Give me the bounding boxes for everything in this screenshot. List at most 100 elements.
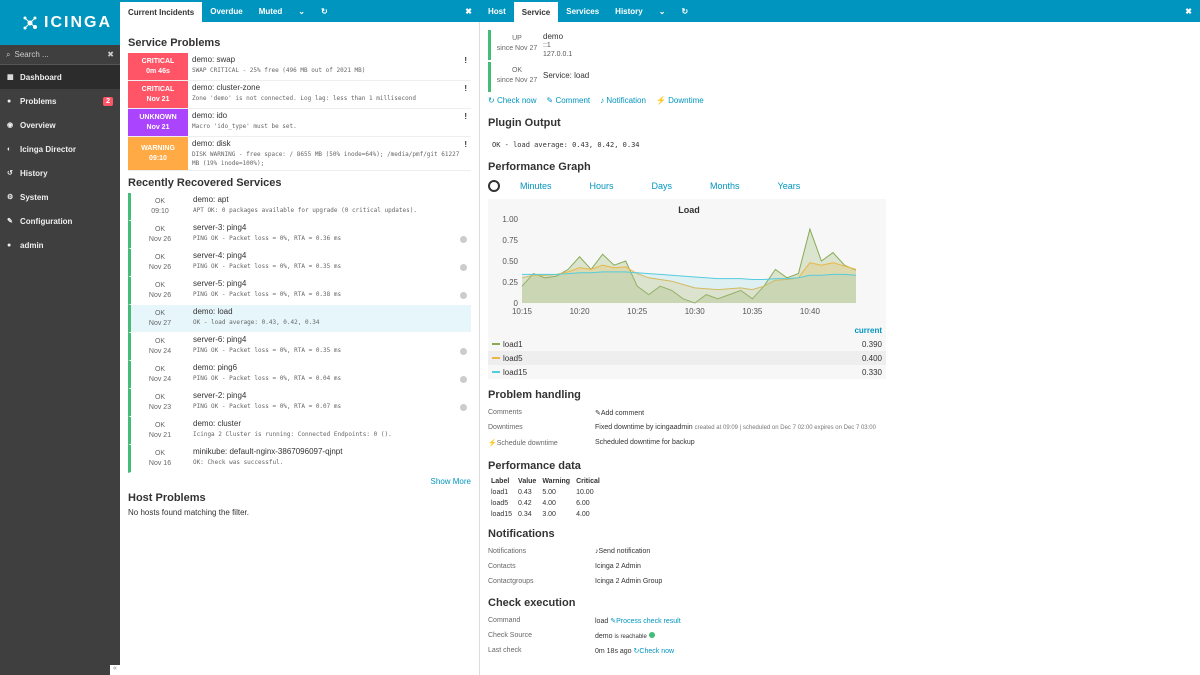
range-hours[interactable]: Hours (589, 181, 614, 191)
perfdata-cell: 5.00 (542, 489, 556, 496)
schedule-downtime-link[interactable]: ⚡Schedule downtime (488, 439, 595, 447)
load-chart-svg: Load 0 0.25 0.50 0.75 1.00 10:15 10:20 10:25 10:3… (502, 205, 857, 316)
dashboard-icon: ▦ (7, 74, 14, 81)
graph-icon[interactable] (460, 376, 467, 383)
service-name: demo: cluster-zone (192, 83, 261, 92)
notification-link[interactable]: ♪ Notification (600, 96, 646, 105)
recovered-row[interactable]: OK Nov 21 demo: cluster Icinga 2 Cluster is… (128, 417, 471, 445)
sidebar-item-overview[interactable]: ◉ Overview (0, 113, 120, 137)
clock-icon[interactable] (488, 180, 500, 192)
state-label: OK (154, 338, 166, 345)
service-output: PING OK - Packet loss = 0%, RTA = 0.36 m… (193, 235, 342, 242)
sidebar-collapse-icon[interactable]: « (110, 665, 120, 675)
service-row[interactable]: OK since Nov 27 Service: load (488, 62, 1192, 92)
tab-host[interactable]: Host (488, 6, 506, 16)
graph-icon[interactable] (460, 348, 467, 355)
check-now-link[interactable]: ↻ Check now (488, 96, 537, 105)
legend-item-load1[interactable]: load1 0.390 (488, 337, 886, 351)
perfdata-cell: 4.00 (542, 500, 556, 507)
tab-history[interactable]: History (615, 6, 643, 16)
sidebar-item-problems[interactable]: ● Problems 2 (0, 89, 120, 113)
sidebar-item-label: Configuration (20, 216, 73, 226)
range-years[interactable]: Years (777, 181, 801, 191)
recovered-row[interactable]: OK Nov 16 minikube: default-nginx-38670960… (128, 445, 471, 473)
series-line-load1 (521, 227, 857, 304)
legend-item-load5[interactable]: load5 0.400 (488, 351, 886, 365)
recovered-row[interactable]: OK Nov 26 server-4: ping4 PING OK - Packet … (128, 249, 471, 277)
service-output: PING OK - Packet loss = 0%, RTA = 0.07 m… (193, 403, 342, 410)
clear-search-icon[interactable]: ✖ (107, 50, 114, 59)
tab-services[interactable]: Services (566, 6, 600, 16)
show-more-link[interactable]: Show More (430, 477, 471, 486)
recovered-row[interactable]: OK Nov 23 server-2: ping4 PING OK - Packet … (128, 389, 471, 417)
tab-overdue[interactable]: Overdue (210, 6, 243, 16)
sidebar-item-configuration[interactable]: ✎ Configuration (0, 209, 120, 233)
recovered-row[interactable]: OK Nov 26 server-3: ping4 PING OK - Packet … (128, 221, 471, 249)
host-row[interactable]: UP since Nov 27 demo::1 127.0.0.1 (488, 30, 1192, 60)
process-check-result-link[interactable]: ✎Process check result (610, 618, 680, 625)
tabs-dropdown-icon[interactable]: ⌄ (298, 6, 305, 16)
service-problem-row[interactable]: CRITICAL 0m 46s demo: swap SWAP CRITICAL - … (128, 53, 471, 81)
perfdata-header: Label (491, 478, 510, 485)
downtime-link[interactable]: ⚡ Downtime (656, 96, 704, 105)
series-area-load1 (522, 229, 856, 303)
service-problem-row[interactable]: UNKNOWN Nov 21 demo: ido Macro 'ido_type' m… (128, 109, 471, 137)
close-pane-icon[interactable]: ✖ (465, 6, 472, 16)
comments-label: Comments (488, 409, 522, 416)
send-notification-link[interactable]: ♪Send notification (595, 548, 650, 555)
recovered-heading: Recently Recovered Services (128, 177, 282, 189)
perfdata-cell: load15 (491, 511, 513, 518)
refresh-icon[interactable]: ↻ (320, 6, 328, 16)
range-days[interactable]: Days (651, 181, 673, 191)
perfdata-header: Critical (576, 478, 600, 485)
check-now-link[interactable]: ↻Check now (634, 648, 675, 655)
close-pane-icon[interactable]: ✖ (1185, 6, 1192, 16)
tab-muted[interactable]: Muted (258, 6, 283, 16)
graph-icon[interactable] (460, 264, 467, 271)
director-icon: ◐ (7, 145, 12, 153)
bell-icon: ♪ (600, 96, 605, 105)
sidebar-item-system[interactable]: ⚙ System (0, 185, 120, 209)
state-badge: OK Nov 16 (131, 445, 189, 472)
sidebar-item-admin[interactable]: ● admin (0, 233, 120, 257)
legend-item-load15[interactable]: load15 0.330 (488, 365, 886, 379)
series-area-load5 (522, 262, 856, 303)
recovered-row[interactable]: OK Nov 24 server-6: ping4 PING OK - Packet … (128, 333, 471, 361)
refresh-icon[interactable]: ↻ (681, 6, 689, 16)
legend-name: load5 (503, 353, 523, 363)
host-ipv6: ::1 (543, 42, 551, 49)
sidebar-item-label: Icinga Director (20, 144, 77, 154)
search-icon: ⌕ (6, 49, 11, 59)
search-input[interactable]: ⌕ Search ... ✖ (0, 45, 120, 65)
tab-current-incidents[interactable]: Current Incidents (120, 2, 203, 22)
perfdata-header: Warning (542, 478, 571, 485)
right-tabbar: Host Service Services History ⌄ ↻ ✖ (480, 0, 1200, 22)
recovered-row[interactable]: OK 09:10 demo: apt APT OK: 0 packages avail… (128, 193, 471, 221)
add-comment-link[interactable]: ✎Add comment (595, 409, 644, 417)
comment-icon: ✎ (595, 409, 601, 417)
graph-icon[interactable] (460, 292, 467, 299)
command-value: load (595, 617, 609, 625)
recovered-row[interactable]: OK Nov 27 demo: load OK - load average: 0.4… (128, 305, 471, 333)
tab-service[interactable]: Service (513, 2, 559, 22)
service-name: demo: load (193, 307, 233, 316)
graph-icon[interactable] (460, 236, 467, 243)
state-label: OK (154, 254, 166, 261)
logo[interactable]: ICINGA (0, 0, 120, 45)
add-comment-label: Add comment (600, 409, 645, 417)
recovered-row[interactable]: OK Nov 24 demo: ping6 PING OK - Packet loss… (128, 361, 471, 389)
comment-link[interactable]: ✎ Comment (547, 96, 591, 105)
range-months[interactable]: Months (710, 181, 740, 191)
state-since: Nov 26 (148, 292, 172, 299)
sidebar-item-icinga-director[interactable]: ◐ Icinga Director (0, 137, 120, 161)
tabs-dropdown-icon[interactable]: ⌄ (658, 6, 666, 16)
sidebar-item-dashboard[interactable]: ▦ Dashboard (0, 65, 120, 89)
service-name: Service: load (543, 71, 590, 80)
service-problem-row[interactable]: WARNING 09:10 demo: disk DISK WARNING - fre… (128, 137, 471, 171)
sidebar-item-history[interactable]: ↺ History (0, 161, 120, 185)
graph-icon[interactable] (460, 404, 467, 411)
range-minutes[interactable]: Minutes (520, 181, 552, 191)
recovered-row[interactable]: OK Nov 26 server-5: ping4 PING OK - Packet … (128, 277, 471, 305)
state-label: OK (154, 366, 166, 373)
service-problem-row[interactable]: CRITICAL Nov 21 demo: cluster-zone Zone 'de… (128, 81, 471, 109)
